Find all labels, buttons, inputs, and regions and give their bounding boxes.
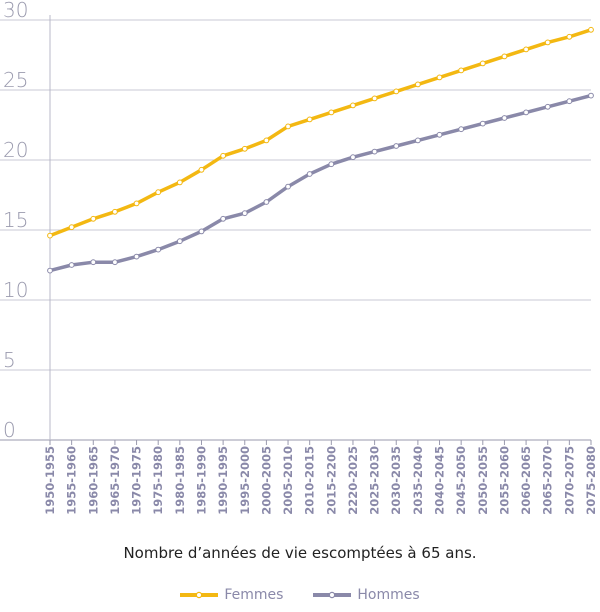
chart-caption: Nombre d’années de vie escomptées à 65 a…: [123, 544, 477, 562]
data-point-hommes: [544, 103, 551, 110]
data-point-femmes: [544, 39, 551, 46]
data-point-hommes: [371, 148, 378, 155]
data-point-femmes: [371, 95, 378, 102]
data-point-femmes: [68, 224, 75, 231]
x-tick-label: 2060-2065: [519, 446, 533, 515]
legend-label-femmes: Femmes: [224, 587, 284, 603]
data-point-hommes: [133, 253, 140, 260]
data-point-hommes: [501, 115, 508, 121]
x-tick-label: 2015-2200: [324, 446, 338, 515]
x-tick-label: 1955-1960: [65, 446, 79, 515]
legend-swatch-hommes: [313, 591, 352, 599]
data-point-hommes: [220, 215, 227, 222]
data-point-femmes: [523, 46, 529, 53]
data-point-hommes: [393, 143, 400, 149]
data-point-hommes: [436, 131, 443, 138]
data-point-hommes: [350, 154, 356, 161]
data-point-hommes: [47, 267, 53, 274]
data-point-hommes: [306, 171, 313, 177]
x-tick-label: 1985-1990: [194, 446, 208, 515]
data-point-femmes: [414, 81, 421, 88]
data-point-femmes: [198, 166, 205, 173]
legend-item-femmes: Femmes: [180, 587, 283, 603]
data-point-femmes: [328, 109, 335, 116]
data-point-hommes: [479, 120, 486, 127]
x-tick-label: 1995-2000: [238, 446, 252, 515]
y-tick-label-20: 20: [3, 138, 28, 162]
x-tick-label: 1950-1955: [43, 446, 57, 515]
data-point-femmes: [588, 26, 594, 33]
legend-swatch-femmes: [180, 591, 219, 599]
data-point-femmes: [220, 152, 227, 159]
data-point-hommes: [241, 210, 248, 217]
series-line-hommes: [48, 93, 593, 273]
legend: Femmes Hommes: [0, 587, 600, 603]
data-point-hommes: [155, 246, 162, 253]
x-tick-label: 1970-1975: [130, 446, 144, 515]
data-point-hommes: [285, 183, 291, 190]
x-tick-label: 1975-1980: [151, 446, 165, 515]
data-point-femmes: [47, 232, 53, 239]
series-line-femmes: [48, 28, 593, 238]
data-point-femmes: [350, 102, 356, 109]
y-tick-label-5: 5: [3, 348, 16, 372]
data-point-femmes: [176, 179, 183, 186]
data-point-hommes: [566, 98, 573, 105]
x-tick-label: 2025-2030: [368, 446, 382, 515]
data-point-femmes: [458, 67, 465, 74]
data-point-hommes: [198, 228, 205, 235]
data-point-femmes: [393, 88, 400, 95]
x-tick-label: 2030-2035: [389, 446, 403, 515]
data-point-femmes: [501, 53, 508, 60]
data-point-hommes: [112, 259, 118, 266]
data-point-hommes: [328, 161, 335, 168]
data-point-hommes: [588, 92, 594, 99]
data-point-femmes: [241, 145, 248, 152]
y-tick-label-15: 15: [3, 208, 28, 232]
data-point-femmes: [479, 60, 486, 67]
data-point-hommes: [176, 238, 183, 245]
x-tick-label: 2075-2080: [584, 446, 598, 515]
data-point-hommes: [68, 262, 75, 268]
data-point-femmes: [155, 189, 162, 196]
y-tick-label-0: 0: [3, 418, 16, 442]
data-point-femmes: [566, 33, 573, 40]
data-point-hommes: [90, 259, 97, 266]
y-tick-label-30: 30: [3, 0, 28, 22]
x-tick-label: 1965-1970: [108, 446, 122, 515]
data-point-hommes: [458, 126, 465, 133]
x-tick-label: 1980-1985: [173, 446, 187, 515]
x-tick-label: 2035-2040: [411, 446, 425, 515]
data-point-femmes: [285, 123, 291, 130]
x-tick-label: 2050-2055: [476, 446, 490, 515]
data-point-femmes: [436, 74, 443, 81]
y-tick-label-25: 25: [3, 68, 28, 92]
data-point-femmes: [306, 116, 313, 123]
x-tick-label: 2045-2050: [454, 446, 468, 515]
data-point-femmes: [90, 215, 97, 222]
data-point-femmes: [133, 200, 140, 207]
x-tick-label: 1990-1995: [216, 446, 230, 515]
data-point-hommes: [414, 137, 421, 144]
x-tick-label: 2070-2075: [562, 446, 576, 515]
x-tick-label: 2000-2005: [259, 446, 273, 515]
y-tick-label-10: 10: [3, 278, 28, 302]
legend-label-hommes: Hommes: [357, 587, 420, 603]
data-point-hommes: [263, 199, 270, 205]
x-tick-label: 2005-2010: [281, 446, 295, 515]
legend-item-hommes: Hommes: [313, 587, 420, 603]
x-tick-label: 2010-2015: [303, 446, 317, 515]
data-point-hommes: [523, 109, 529, 116]
data-point-femmes: [263, 137, 270, 144]
x-tick-label: 2040-2045: [433, 446, 447, 515]
x-tick-label: 2055-2060: [497, 446, 511, 515]
x-tick-label: 2065-2070: [541, 446, 555, 515]
x-tick-label: 1960-1965: [86, 446, 100, 515]
data-point-femmes: [112, 208, 118, 215]
x-tick-label: 2220-2025: [346, 446, 360, 515]
